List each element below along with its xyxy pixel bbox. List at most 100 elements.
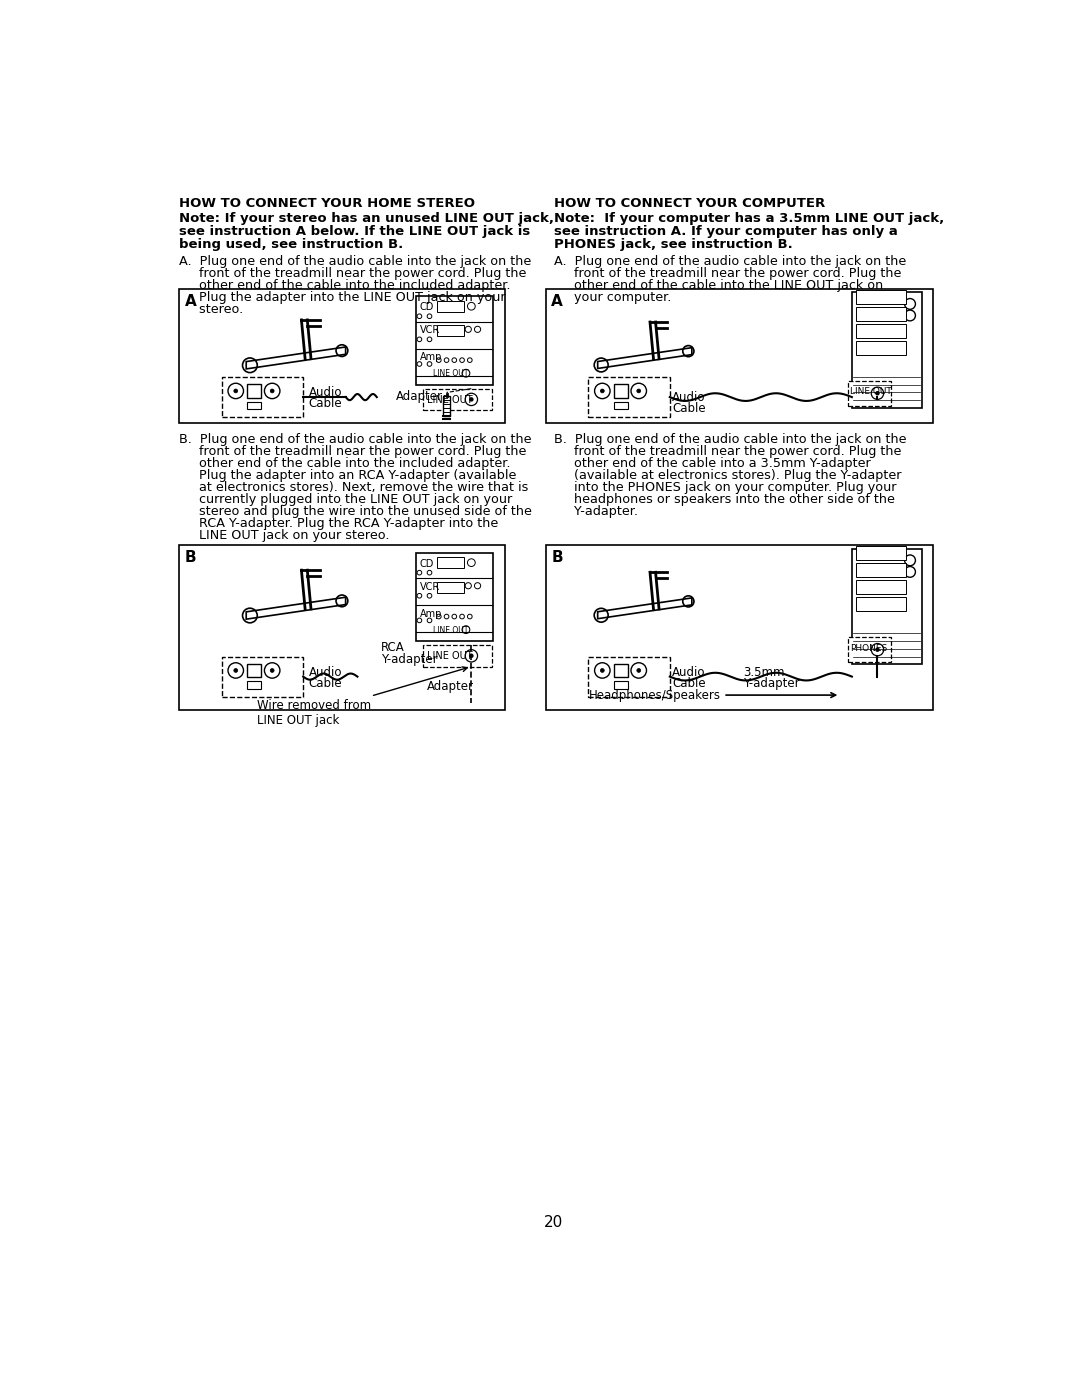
Circle shape <box>637 388 640 393</box>
Bar <box>221 377 303 418</box>
Text: Cable: Cable <box>672 402 705 415</box>
Text: B: B <box>185 550 197 566</box>
Text: Headphones/Speakers: Headphones/Speakers <box>589 689 836 701</box>
Text: currently plugged into the LINE OUT jack on your: currently plugged into the LINE OUT jack… <box>179 493 512 506</box>
Text: Y-adapter: Y-adapter <box>743 676 800 690</box>
Text: CD: CD <box>419 302 434 313</box>
Text: CD: CD <box>419 559 434 569</box>
Bar <box>848 637 891 662</box>
Circle shape <box>600 388 605 393</box>
Text: LINE OUT: LINE OUT <box>428 651 473 661</box>
Text: RCA: RCA <box>380 641 404 654</box>
Text: headphones or speakers into the other side of the: headphones or speakers into the other si… <box>554 493 894 506</box>
Bar <box>247 682 261 689</box>
Text: into the PHONES jack on your computer. Plug your: into the PHONES jack on your computer. P… <box>554 481 896 495</box>
Text: LINE OUT: LINE OUT <box>433 369 468 379</box>
Text: PHONES jack, see instruction B.: PHONES jack, see instruction B. <box>554 239 793 251</box>
Text: Audio: Audio <box>672 666 705 679</box>
Text: Adapter: Adapter <box>396 390 443 404</box>
Text: Y-adapter.: Y-adapter. <box>554 504 637 518</box>
Text: other end of the cable into the included adapter.: other end of the cable into the included… <box>179 457 511 471</box>
Text: see instruction A. If your computer has only a: see instruction A. If your computer has … <box>554 225 897 239</box>
Text: front of the treadmill near the power cord. Plug the: front of the treadmill near the power co… <box>179 446 527 458</box>
Text: Audio: Audio <box>672 391 705 404</box>
Text: other end of the cable into the included adapter.: other end of the cable into the included… <box>179 279 511 292</box>
Circle shape <box>876 391 879 395</box>
Text: front of the treadmill near the power cord. Plug the: front of the treadmill near the power co… <box>554 446 901 458</box>
Bar <box>855 324 906 338</box>
Text: Audio: Audio <box>309 666 342 679</box>
Bar <box>437 583 464 592</box>
Text: Adapter: Adapter <box>428 680 474 693</box>
Text: B.  Plug one end of the audio cable into the jack on the: B. Plug one end of the audio cable into … <box>179 433 531 446</box>
Circle shape <box>233 669 238 672</box>
Text: Plug the adapter into the LINE OUT jack on your: Plug the adapter into the LINE OUT jack … <box>179 291 505 305</box>
Text: stereo.: stereo. <box>179 303 243 316</box>
Text: at electronics stores). Next, remove the wire that is: at electronics stores). Next, remove the… <box>179 481 528 495</box>
Text: HOW TO CONNECT YOUR HOME STEREO: HOW TO CONNECT YOUR HOME STEREO <box>179 197 475 210</box>
Text: Cable: Cable <box>309 676 342 690</box>
Bar <box>423 645 491 666</box>
Bar <box>545 289 933 423</box>
Circle shape <box>876 648 879 651</box>
Bar <box>221 657 303 697</box>
Text: Audio: Audio <box>309 387 342 400</box>
Text: Note: If your stereo has an unused LINE OUT jack,: Note: If your stereo has an unused LINE … <box>179 212 554 225</box>
Bar <box>855 580 906 594</box>
Bar <box>852 292 921 408</box>
Bar <box>589 377 670 418</box>
Bar <box>848 381 891 405</box>
Bar <box>613 402 627 409</box>
Circle shape <box>637 669 640 672</box>
Text: A.  Plug one end of the audio cable into the jack on the: A. Plug one end of the audio cable into … <box>179 256 531 268</box>
Text: (available at electronics stores). Plug the Y-adapter: (available at electronics stores). Plug … <box>554 469 901 482</box>
Circle shape <box>470 654 473 658</box>
Bar <box>855 598 906 610</box>
Text: A: A <box>185 293 197 309</box>
Text: Plug the adapter into an RCA Y-adapter (available: Plug the adapter into an RCA Y-adapter (… <box>179 469 516 482</box>
Text: LINE OUT: LINE OUT <box>433 626 468 634</box>
Text: front of the treadmill near the power cord. Plug the: front of the treadmill near the power co… <box>554 267 901 281</box>
Bar <box>855 546 906 560</box>
Bar <box>437 300 464 312</box>
Circle shape <box>270 669 274 672</box>
Bar <box>545 545 933 711</box>
Bar <box>247 402 261 409</box>
Text: Cable: Cable <box>309 397 342 411</box>
Text: other end of the cable into the LINE OUT jack on: other end of the cable into the LINE OUT… <box>554 279 882 292</box>
Circle shape <box>233 388 238 393</box>
Text: B.  Plug one end of the audio cable into the jack on the: B. Plug one end of the audio cable into … <box>554 433 906 446</box>
Circle shape <box>270 388 274 393</box>
Text: stereo and plug the wire into the unused side of the: stereo and plug the wire into the unused… <box>179 504 532 518</box>
Text: 20: 20 <box>544 1215 563 1229</box>
Circle shape <box>470 398 473 401</box>
Text: Cable: Cable <box>672 676 705 690</box>
Bar <box>437 326 464 337</box>
Text: B: B <box>551 550 563 566</box>
Text: other end of the cable into a 3.5mm Y-adapter: other end of the cable into a 3.5mm Y-ad… <box>554 457 870 471</box>
Text: 3.5mm: 3.5mm <box>743 666 785 679</box>
Text: Y-adapter: Y-adapter <box>380 652 437 666</box>
Text: RCA Y-adapter. Plug the RCA Y-adapter into the: RCA Y-adapter. Plug the RCA Y-adapter in… <box>179 517 499 529</box>
Bar <box>855 563 906 577</box>
Bar <box>247 664 261 678</box>
Text: Wire removed from
LINE OUT jack: Wire removed from LINE OUT jack <box>257 666 468 726</box>
Bar <box>855 341 906 355</box>
Text: LINE OUT jack on your stereo.: LINE OUT jack on your stereo. <box>179 529 390 542</box>
Text: A: A <box>551 293 563 309</box>
Bar <box>852 549 921 665</box>
Bar <box>179 545 504 711</box>
Text: VCR: VCR <box>419 326 440 335</box>
Bar <box>443 397 450 415</box>
Bar <box>855 307 906 321</box>
Bar <box>416 553 494 641</box>
Circle shape <box>600 669 605 672</box>
Text: see instruction A below. If the LINE OUT jack is: see instruction A below. If the LINE OUT… <box>179 225 530 239</box>
Text: front of the treadmill near the power cord. Plug the: front of the treadmill near the power co… <box>179 267 527 281</box>
Text: LINE OUT: LINE OUT <box>850 387 892 397</box>
Text: VCR: VCR <box>419 583 440 592</box>
Bar <box>613 384 627 398</box>
Bar <box>416 296 494 384</box>
Bar <box>613 682 627 689</box>
Text: LINE OUT: LINE OUT <box>428 395 473 405</box>
